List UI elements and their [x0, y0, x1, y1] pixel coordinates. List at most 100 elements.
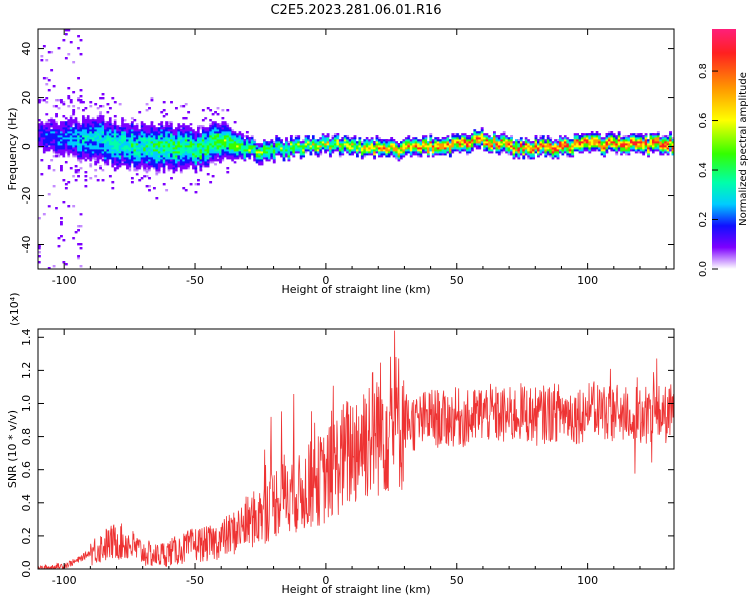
spectrogram-cell — [541, 153, 545, 156]
spectrogram-cell — [67, 143, 71, 146]
spectrogram-cell — [211, 151, 215, 154]
spectrogram-cell — [69, 119, 73, 122]
spectrogram-cell — [152, 147, 156, 150]
spectrogram-cell — [600, 139, 604, 142]
spectrogram-cell — [400, 139, 403, 142]
spectrogram-cell — [444, 145, 447, 148]
spectrogram-cell — [571, 155, 575, 158]
spectrogram-cell — [620, 137, 624, 140]
spectrogram-cell — [62, 135, 66, 138]
spectrogram-cell — [204, 117, 208, 120]
spectrogram-cell — [236, 153, 239, 156]
spectrogram-cell — [121, 145, 125, 148]
spectrogram-cell — [341, 145, 345, 148]
spectrogram-cell — [211, 141, 215, 144]
spectrogram-cell — [160, 157, 164, 160]
spectrogram-cell — [270, 139, 274, 142]
spectrogram-cell — [184, 123, 188, 126]
spectrogram-cell — [50, 131, 54, 134]
spectrogram-cell — [243, 143, 247, 146]
spectrogram-cell — [126, 139, 129, 142]
spectrogram-cell — [289, 135, 293, 138]
spectrogram-cell — [77, 159, 80, 162]
spectrogram-cell — [167, 141, 171, 144]
spectrogram-cell — [451, 141, 455, 144]
spectrogram-cell — [615, 141, 619, 144]
spectrogram-cell — [605, 145, 609, 148]
spectrogram-cell — [167, 99, 171, 102]
spectrogram-cell — [84, 147, 88, 150]
spectrogram-cell — [603, 151, 606, 154]
spectrogram-cell — [524, 149, 528, 152]
spectrogram-cell — [177, 161, 181, 164]
snr-xtick-label: 0 — [322, 574, 329, 587]
spectrogram-cell — [402, 147, 406, 150]
spectrogram-cell — [108, 131, 112, 134]
spectrogram-cell — [108, 123, 112, 126]
spectrogram-cell — [157, 151, 161, 154]
spectrogram-cell — [150, 167, 154, 170]
spectrogram-cell — [40, 125, 44, 128]
spectrogram-cell — [431, 155, 435, 158]
spectrogram-cell — [319, 147, 323, 150]
spectrogram-cell — [126, 149, 129, 152]
spectrogram-cell — [231, 139, 235, 142]
spectrogram-cell — [429, 133, 433, 136]
spectrogram-cell — [588, 135, 592, 138]
spectrogram-cell — [341, 139, 345, 142]
spectrogram-cell — [42, 153, 46, 156]
spectrogram-cell — [177, 159, 181, 162]
spectrogram-cell — [458, 133, 462, 136]
spectrogram-cell — [451, 147, 455, 150]
spectrogram-cell — [160, 151, 164, 154]
spectrogram-cell — [55, 123, 58, 126]
spectrogram-cell — [392, 149, 396, 152]
spectrogram-cell — [436, 153, 440, 156]
spectrogram-cell — [659, 139, 663, 142]
spectrogram-cell — [148, 167, 151, 170]
spectrogram-cell — [671, 149, 674, 152]
spectrogram-cell — [184, 143, 188, 146]
spectrogram-cell — [121, 159, 125, 162]
spectrogram-cell — [162, 151, 166, 154]
spectrogram-cell — [302, 139, 306, 142]
spectrogram-cell — [551, 155, 555, 158]
spectrogram-cell — [307, 141, 310, 144]
spectrogram-cell — [326, 135, 330, 138]
spectrogram-cell — [143, 131, 147, 134]
spectrogram-cell — [160, 147, 164, 150]
spectrogram-cell — [72, 135, 76, 138]
spectrogram-cell — [524, 135, 528, 138]
spectrogram-cell — [241, 131, 244, 134]
spectrogram-cell — [627, 155, 631, 158]
spectrogram-cell — [463, 147, 467, 150]
spectrogram-cell — [67, 151, 71, 154]
spectrogram-cell — [94, 119, 98, 122]
spectrogram-cell — [69, 123, 73, 126]
spectrogram-cell — [382, 141, 386, 144]
spectrogram-cell — [135, 145, 139, 148]
spectrogram-cell — [390, 153, 394, 156]
spectrogram-cell — [407, 135, 411, 138]
spectrogram-cell — [52, 131, 56, 134]
spectrogram-cell — [620, 139, 624, 142]
spectrogram-cell — [637, 149, 641, 152]
spectrogram-cell — [104, 153, 107, 156]
spectrogram-cell — [407, 151, 411, 154]
spectrogram-cell — [439, 151, 443, 154]
spectrogram-cell — [615, 153, 619, 156]
spectrogram-cell — [559, 145, 562, 148]
spectrogram-cell — [55, 89, 58, 92]
spectrogram-cell — [314, 139, 318, 142]
spectrogram-cell — [106, 137, 110, 140]
spectrogram-cell — [402, 145, 406, 148]
spectrogram-cell — [343, 141, 347, 144]
spectrogram-cell — [148, 145, 151, 148]
spectrogram-cell — [152, 141, 156, 144]
spectrogram-cell — [128, 133, 132, 136]
spectrogram-cell — [439, 155, 443, 158]
spectrogram-cell — [434, 137, 438, 140]
spectrogram-cell — [578, 135, 582, 138]
spectrogram-cell — [113, 163, 117, 166]
spectrogram-cell — [194, 143, 198, 146]
